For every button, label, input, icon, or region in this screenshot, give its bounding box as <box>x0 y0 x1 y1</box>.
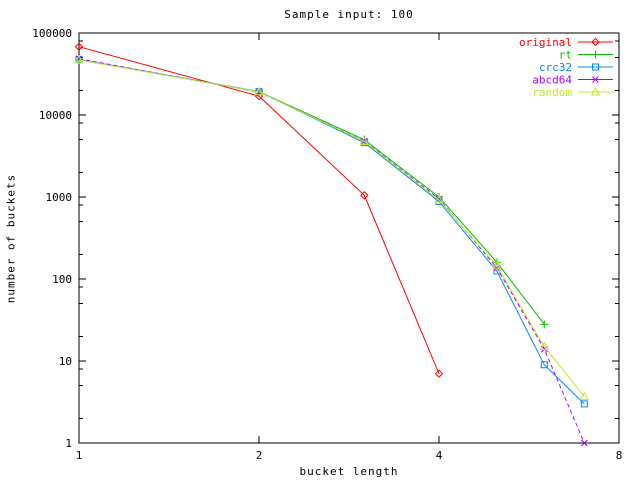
series-line-random <box>78 59 585 397</box>
square-marker-crc32 <box>580 400 588 408</box>
chart-title: Sample input: 100 <box>284 8 414 21</box>
triangle-marker-random <box>434 194 444 204</box>
y-tick-label: 10000 <box>39 109 72 122</box>
axis-ticks <box>78 32 620 444</box>
series-line-abcd64 <box>78 58 585 444</box>
y-tick-label: 10 <box>59 355 72 368</box>
legend-sample-triangle-icon <box>590 86 601 96</box>
square-marker-crc32 <box>540 361 548 369</box>
triangle-marker-random <box>74 54 84 64</box>
diamond-marker-original <box>434 369 444 378</box>
x-tick-label: 8 <box>616 449 623 462</box>
diamond-marker-original <box>74 42 84 51</box>
legend-sample-diamond-icon <box>591 37 600 47</box>
series-line-original <box>78 46 440 374</box>
triangle-marker-random <box>359 136 369 146</box>
x-tick-label: 1 <box>76 449 83 462</box>
legend-sample-cross-icon <box>592 76 599 83</box>
legend-entry-abcd64: abcd64 <box>532 74 613 87</box>
triangle-marker-random <box>539 341 549 351</box>
x-tick-label: 4 <box>436 449 443 462</box>
series-rt <box>75 55 549 329</box>
series-crc32 <box>75 56 588 408</box>
cross-marker-abcd64 <box>580 439 588 447</box>
legend-label-crc32: crc32 <box>539 61 572 74</box>
y-tick-label: 100 <box>52 273 72 286</box>
legend-label-random: random <box>532 86 572 99</box>
legend-label-rt: rt <box>559 49 572 62</box>
cross-marker-abcd64 <box>75 55 83 63</box>
legend-entry-random: random <box>532 86 613 99</box>
plus-marker-rt <box>540 320 549 329</box>
x-tick-label: 2 <box>256 449 263 462</box>
cross-marker-abcd64 <box>435 195 443 203</box>
diamond-marker-original <box>360 191 369 200</box>
legend-sample-plus-icon <box>591 50 600 59</box>
y-tick-label: 1 <box>65 437 72 450</box>
legend-sample-square-icon <box>592 63 599 71</box>
series-line-crc32 <box>78 59 585 405</box>
legend-entry-original: original <box>519 36 613 49</box>
triangle-marker-random <box>492 260 502 270</box>
legend-label-original: original <box>519 36 572 49</box>
triangle-marker-random <box>579 391 589 400</box>
y-tick-label: 100000 <box>32 27 72 40</box>
legend-entry-rt: rt <box>559 49 613 62</box>
legend-entry-crc32: crc32 <box>539 61 613 74</box>
x-axis-label: bucket length <box>299 465 399 478</box>
legend-label-abcd64: abcd64 <box>532 74 572 87</box>
plot-border <box>78 32 620 444</box>
series-random <box>74 54 589 400</box>
y-tick-label: 1000 <box>46 191 73 204</box>
tick-labels: 1 2 4 8 1 10 100 1000 10000 100000 <box>32 27 622 462</box>
series-abcd64 <box>75 55 588 447</box>
triangle-marker-random <box>254 86 264 96</box>
series-line-rt <box>78 59 545 325</box>
